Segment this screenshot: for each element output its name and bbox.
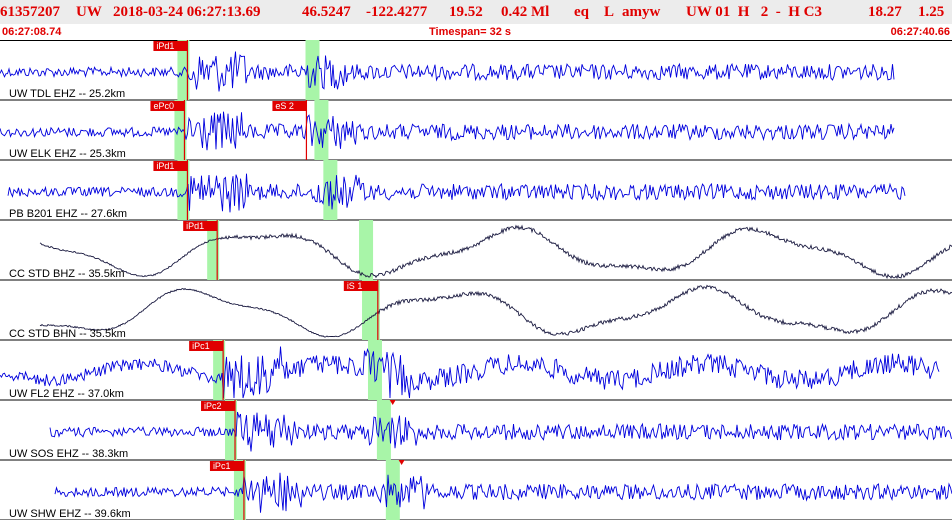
channel-label: UW FL2 EHZ -- 37.0km bbox=[9, 388, 124, 400]
s-window-highlight bbox=[362, 280, 377, 340]
channel-row[interactable]: iPc1 UW SHW EHZ -- 39.6km bbox=[0, 460, 952, 520]
s-window-highlight bbox=[359, 220, 374, 280]
pick-label-box bbox=[272, 101, 307, 111]
phase-pick[interactable]: iPd1 bbox=[153, 40, 189, 100]
seismogram-traces[interactable]: iPd1 UW TDL EHZ -- 25.2km ePc0 eS 2 UW ELK E… bbox=[0, 40, 952, 520]
event-magnitude: 0.42 Ml bbox=[501, 4, 550, 20]
pick-label-box bbox=[189, 341, 224, 351]
pick-label-box bbox=[153, 161, 188, 171]
pick-label: iPc2 bbox=[204, 401, 222, 411]
p-window-highlight bbox=[213, 340, 226, 400]
channel-row[interactable]: iS 1 CC STD BHN -- 35.5km bbox=[0, 280, 952, 341]
waveform-trace bbox=[54, 472, 952, 513]
event-author: amyw bbox=[622, 4, 661, 20]
pick-label: eS 2 bbox=[275, 101, 294, 111]
event-longitude: -122.4277 bbox=[366, 4, 428, 20]
time-end: 06:27:40.66 bbox=[890, 26, 950, 38]
channel-label: PB B201 EHZ -- 27.6km bbox=[9, 208, 127, 220]
event-type: eq bbox=[574, 4, 589, 20]
channel-row[interactable]: iPd1 CC STD BHZ -- 35.5km bbox=[0, 220, 952, 281]
phase-pick[interactable]: iPc1 bbox=[189, 340, 224, 400]
phase-pick[interactable]: ePc0 bbox=[150, 100, 186, 160]
seismogram-panel[interactable]: iPd1 UW TDL EHZ -- 25.2km ePc0 eS 2 UW ELK E… bbox=[0, 40, 952, 520]
pick-label: iS 1 bbox=[347, 281, 363, 291]
event-network: UW bbox=[76, 4, 102, 20]
event-id: 61357207 bbox=[0, 4, 60, 20]
channel-label: UW SOS EHZ -- 38.3km bbox=[9, 448, 128, 460]
channel-row[interactable]: iPc2 UW SOS EHZ -- 38.3km bbox=[0, 400, 952, 461]
event-rms: 18.27 bbox=[868, 4, 902, 20]
pick-label-box bbox=[153, 41, 188, 51]
waveform-trace bbox=[39, 224, 952, 280]
pick-label: iPc1 bbox=[213, 461, 231, 471]
p-window-highlight bbox=[207, 220, 220, 280]
waveform-trace bbox=[0, 111, 895, 151]
channel-row[interactable]: ePc0 eS 2 UW ELK EHZ -- 25.3km bbox=[0, 100, 952, 161]
time-start: 06:27:08.74 bbox=[2, 26, 62, 38]
phase-pick[interactable]: eS 2 bbox=[272, 100, 308, 160]
s-window-highlight bbox=[367, 340, 382, 400]
channel-row[interactable]: iPd1 UW TDL EHZ -- 25.2km bbox=[0, 40, 952, 101]
phase-pick[interactable]: iS 1 bbox=[343, 280, 379, 340]
waveform-trace bbox=[39, 284, 952, 338]
pick-label: iPd1 bbox=[156, 161, 174, 171]
s-window-highlight bbox=[376, 400, 391, 460]
channel-label: UW ELK EHZ -- 25.3km bbox=[9, 148, 126, 160]
p-window-highlight bbox=[177, 160, 190, 220]
pick-label-box bbox=[343, 281, 378, 291]
pick-label-box bbox=[209, 461, 244, 471]
phase-pick[interactable]: iPc1 bbox=[209, 460, 245, 520]
channel-label: CC STD BHN -- 35.5km bbox=[9, 328, 126, 340]
pick-label: iPc1 bbox=[192, 341, 210, 351]
pick-label-box bbox=[201, 401, 236, 411]
channel-label: CC STD BHZ -- 35.5km bbox=[9, 268, 125, 280]
event-depth: 19.52 bbox=[449, 4, 483, 20]
waveform-trace bbox=[7, 173, 906, 213]
pick-label-box bbox=[183, 221, 218, 231]
time-span: Timespan= 32 s bbox=[429, 26, 512, 38]
phase-pick[interactable]: iPc2 bbox=[201, 400, 236, 460]
waveform-trace bbox=[0, 51, 895, 92]
event-flag: L bbox=[604, 4, 615, 20]
p-window-highlight bbox=[225, 400, 238, 460]
channel-row[interactable]: iPd1 PB B201 EHZ -- 27.6km bbox=[0, 160, 952, 221]
phase-pick[interactable]: iPd1 bbox=[183, 220, 218, 280]
red-triangle-icon bbox=[389, 400, 396, 405]
pick-label-box bbox=[150, 101, 185, 111]
phase-pick[interactable]: iPd1 bbox=[153, 160, 189, 220]
pick-label: iPd1 bbox=[156, 41, 174, 51]
channel-row[interactable]: iPc1 UW FL2 EHZ -- 37.0km bbox=[0, 340, 952, 401]
channel-label: UW TDL EHZ -- 25.2km bbox=[9, 88, 125, 100]
time-axis-bar: 06:27:08.74 Timespan= 32 s 06:27:40.66 bbox=[0, 24, 952, 41]
waveform-trace bbox=[0, 346, 940, 399]
waveform-trace bbox=[49, 411, 952, 452]
event-summary-header: 61357207 UW 2018-03-24 06:27:13.69 46.52… bbox=[0, 0, 952, 24]
pick-label: ePc0 bbox=[153, 101, 174, 111]
event-latitude: 46.5247 bbox=[302, 4, 351, 20]
event-gap: 1.25 bbox=[918, 4, 945, 20]
red-triangle-icon bbox=[398, 460, 405, 465]
pick-label: iPd1 bbox=[186, 221, 204, 231]
event-origin-time: 2018-03-24 06:27:13.69 bbox=[113, 4, 261, 20]
channel-label: UW SHW EHZ -- 39.6km bbox=[9, 508, 131, 520]
event-solution: UW 01 H 2 - H C3 bbox=[686, 4, 822, 20]
